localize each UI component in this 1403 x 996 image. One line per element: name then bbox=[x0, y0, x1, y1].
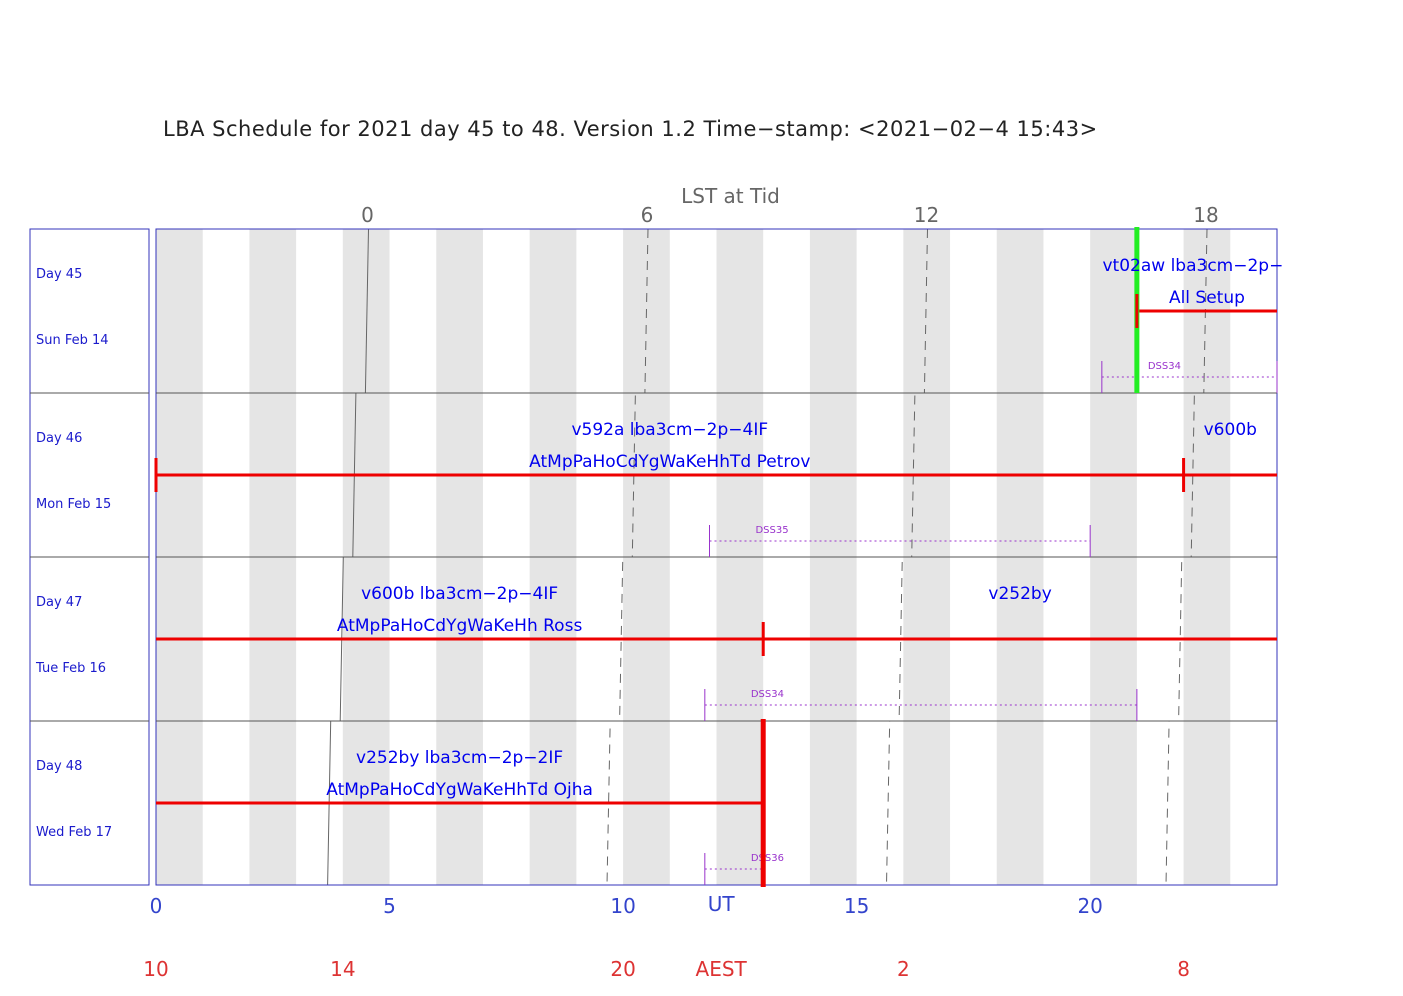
chart-title: LBA Schedule for 2021 day 45 to 48. Vers… bbox=[163, 117, 1098, 141]
observation-label: v592a lba3cm−2p−4IF bbox=[571, 420, 768, 440]
axes: 0 6 12 18 LST at Tid 0 5 10 15 20 UT 10 14 20 2 8 AEST bbox=[143, 184, 1218, 981]
dss-tracks: DSS34 DSS35 DSS34 DSS36 bbox=[704, 361, 1278, 885]
lst-tick-label: 12 bbox=[914, 203, 939, 227]
lst-tick-label: 18 bbox=[1193, 203, 1218, 227]
aest-tick-label: 8 bbox=[1177, 957, 1190, 981]
aest-tick-label: 2 bbox=[897, 957, 910, 981]
observation-label: All Setup bbox=[1169, 288, 1245, 308]
day-date: Mon Feb 15 bbox=[36, 497, 111, 512]
day-number: Day 47 bbox=[36, 595, 82, 610]
observation-label: v600b lba3cm−2p−4IF bbox=[361, 584, 558, 604]
observation-label: AtMpPaHoCdYgWaKeHhTd Ojha bbox=[326, 780, 593, 800]
observation-label: v252by lba3cm−2p−2IF bbox=[356, 748, 563, 768]
dss-label: DSS34 bbox=[1148, 361, 1181, 372]
day-number: Day 46 bbox=[36, 431, 82, 446]
day-number: Day 48 bbox=[36, 759, 82, 774]
ut-tick-label: 5 bbox=[383, 894, 396, 918]
dss-label: DSS36 bbox=[751, 853, 784, 864]
observation-label: vt02aw lba3cm−2p− bbox=[1103, 256, 1284, 276]
lst-tick-label: 6 bbox=[641, 203, 654, 227]
observation-label: AtMpPaHoCdYgWaKeHh Ross bbox=[337, 616, 583, 636]
day-number: Day 45 bbox=[36, 267, 82, 282]
observation-labels: Day 45 Sun Feb 14 vt02aw lba3cm−2p− All Set… bbox=[35, 256, 1283, 840]
lst-axis-label: LST at Tid bbox=[681, 184, 780, 208]
dss-label: DSS35 bbox=[755, 525, 788, 536]
day-date: Tue Feb 16 bbox=[35, 661, 106, 676]
ut-tick-label: 0 bbox=[150, 894, 163, 918]
observation-label: v252by bbox=[988, 584, 1051, 604]
ut-axis-label: UT bbox=[708, 892, 736, 916]
observation-label: v600b bbox=[1204, 420, 1257, 440]
aest-tick-label: 10 bbox=[143, 957, 168, 981]
observation-bars bbox=[154, 227, 1277, 887]
day-date: Sun Feb 14 bbox=[36, 333, 109, 348]
ut-tick-label: 20 bbox=[1077, 894, 1102, 918]
lst-tick-label: 0 bbox=[361, 203, 374, 227]
aest-axis-label: AEST bbox=[696, 957, 748, 981]
observation-label: AtMpPaHoCdYgWaKeHhTd Petrov bbox=[529, 452, 810, 472]
ut-tick-label: 10 bbox=[610, 894, 635, 918]
ut-tick-label: 15 bbox=[844, 894, 869, 918]
aest-tick-label: 14 bbox=[330, 957, 355, 981]
day-date: Wed Feb 17 bbox=[36, 825, 112, 840]
aest-tick-label: 20 bbox=[610, 957, 635, 981]
dss-label: DSS34 bbox=[751, 689, 784, 700]
